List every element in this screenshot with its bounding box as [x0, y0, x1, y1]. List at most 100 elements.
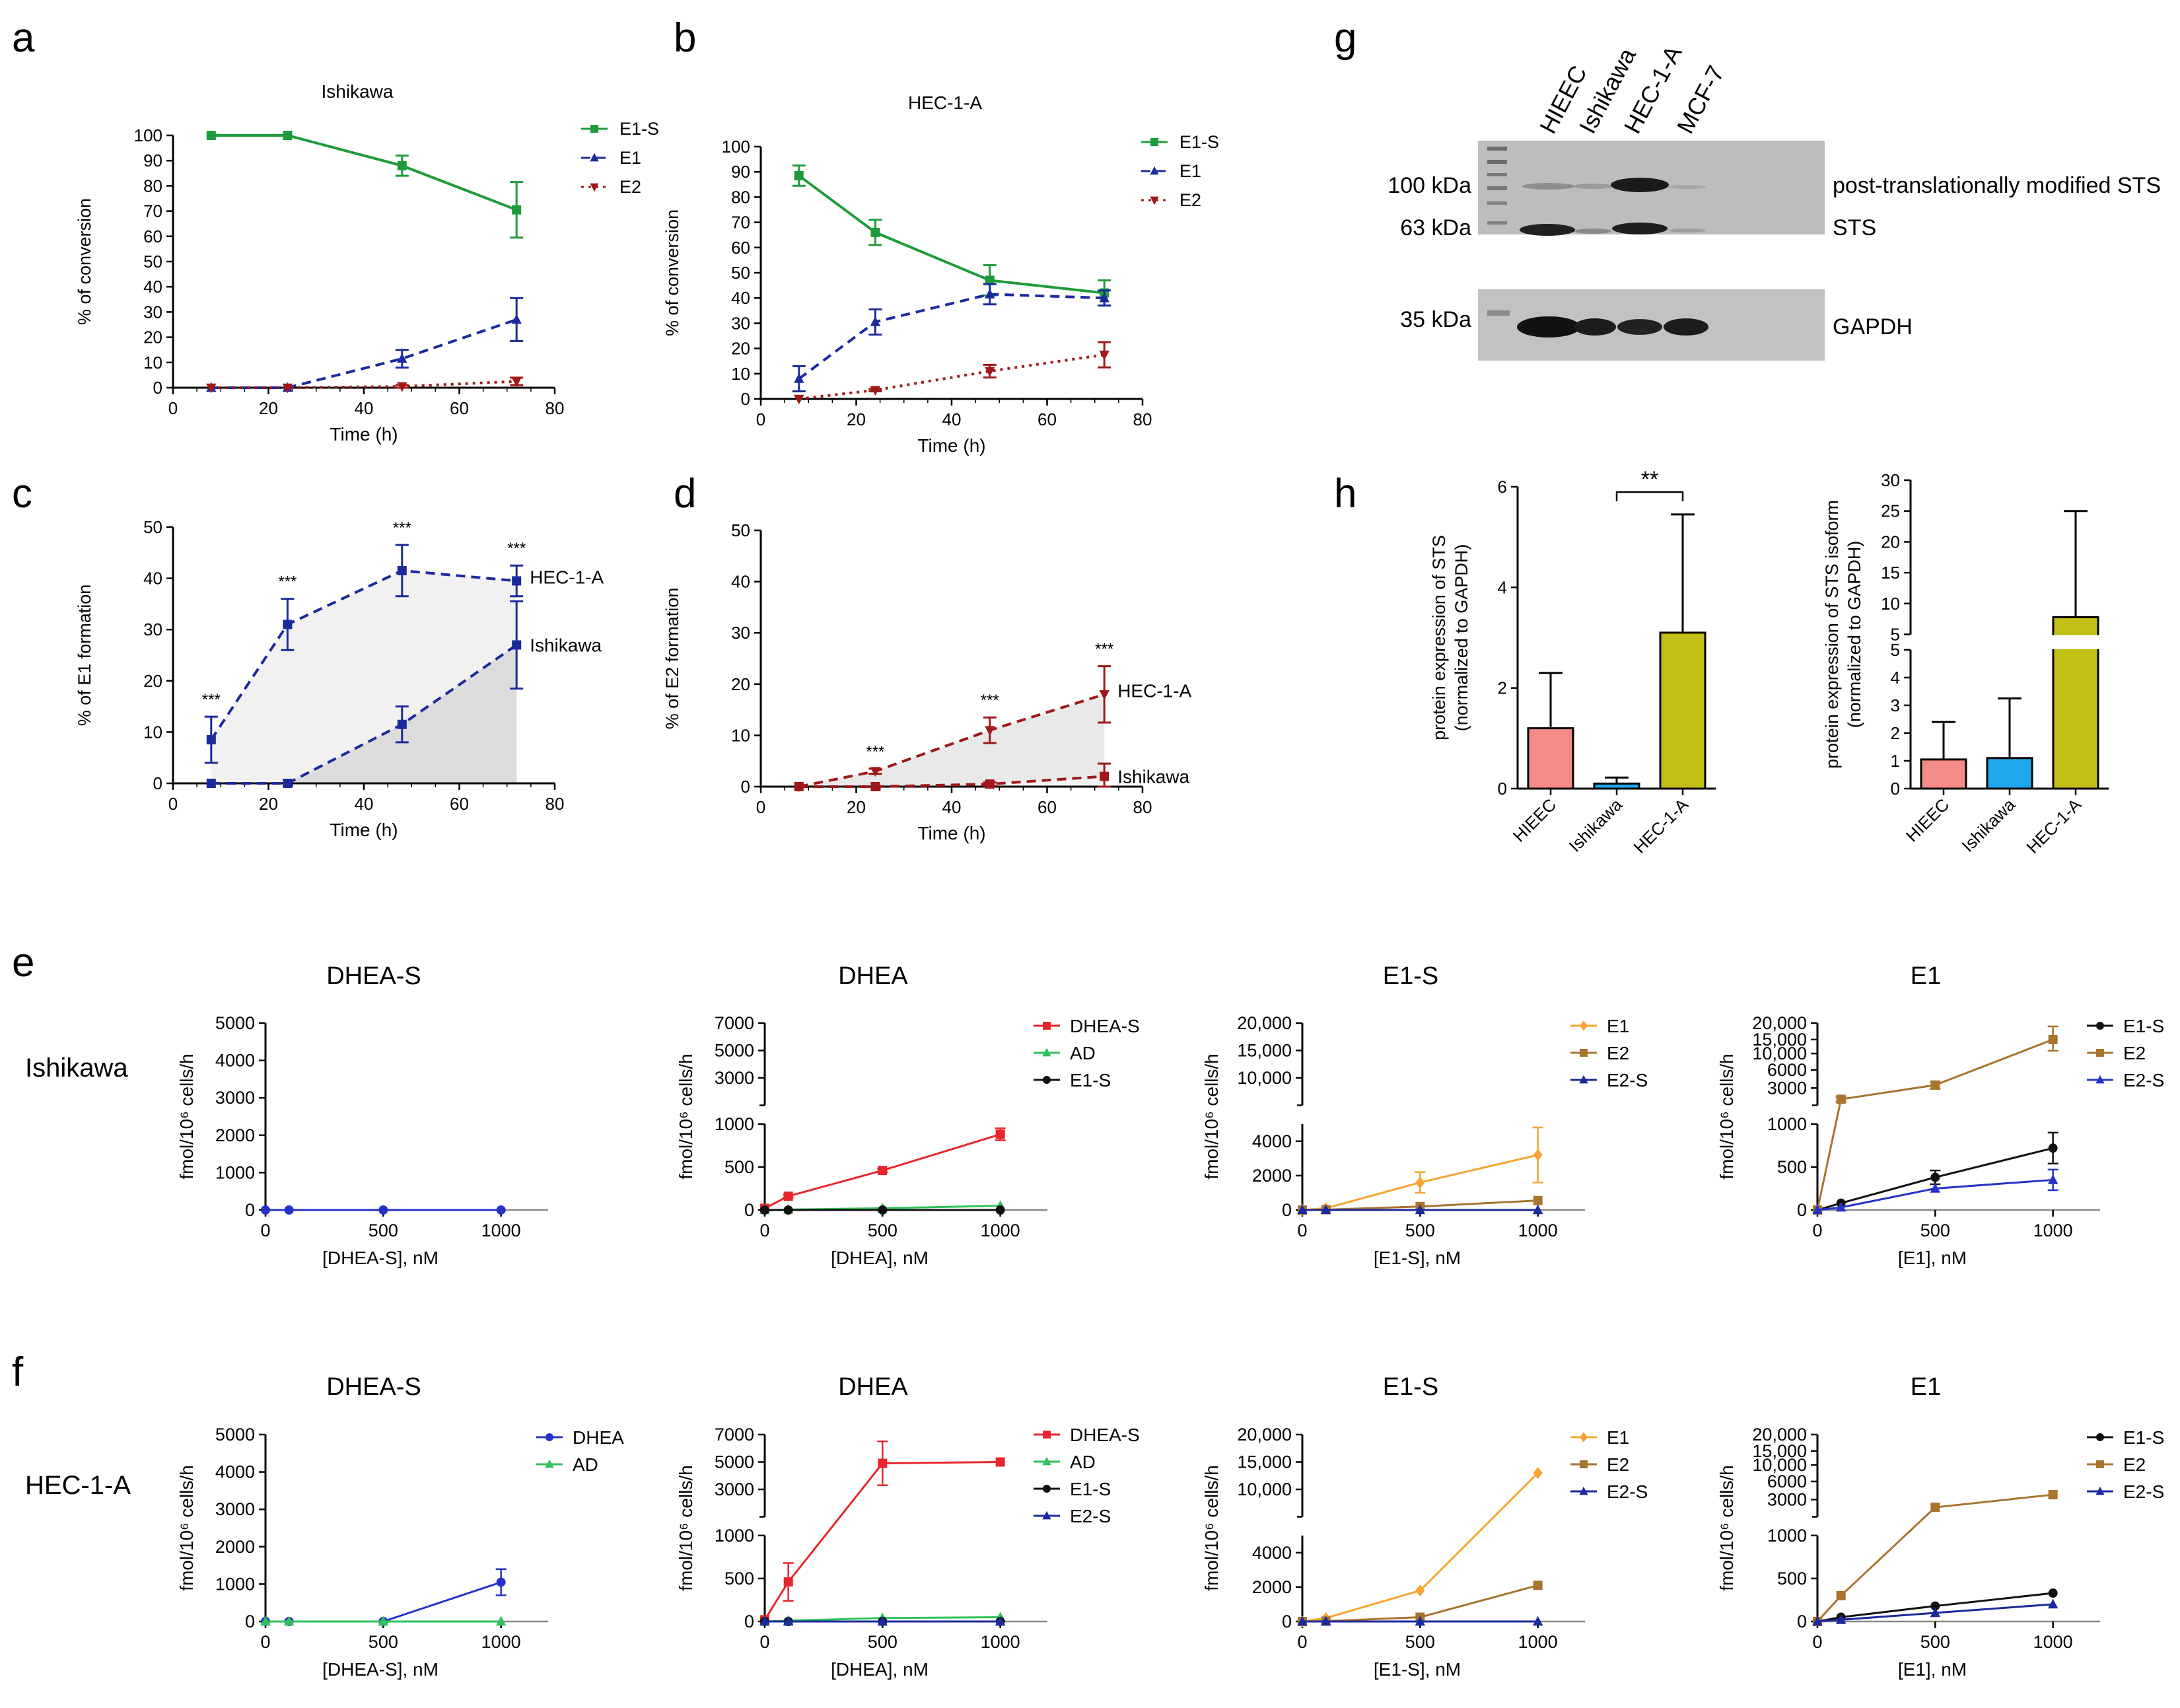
y-tick-label: 1000 [215, 1162, 255, 1182]
legend-label: E2 [2123, 1043, 2146, 1063]
chart-h1: 0 2 4 6 HIEEC Ishikawa HEC-1-A protein expressi… [1429, 467, 1716, 857]
significance-bracket [1615, 491, 1684, 501]
row-label-ishikawa: Ishikawa [25, 1053, 128, 1083]
chart-e3: 0 2000 4000 10,000 15,000 20,000 0 500 1000 [E1-S… [1201, 962, 1648, 1268]
data-point [1533, 1149, 1543, 1161]
y-tick-label: 20,000 [1752, 1425, 1807, 1444]
y-axis-label: fmol/10⁶ cells/h [676, 1053, 696, 1180]
series-line-0 [1817, 1147, 2054, 1211]
x-tick-label: 0 [759, 1632, 769, 1652]
legend-marker [1043, 1022, 1051, 1030]
series-line-0 [798, 174, 1105, 295]
chart-title: E1-S [1383, 1373, 1438, 1401]
legend-marker [545, 1433, 553, 1441]
legend-marker [1579, 1075, 1588, 1084]
legend-marker [1042, 1048, 1051, 1057]
y-tick-label: 2000 [1252, 1577, 1292, 1597]
legend-marker [1580, 1432, 1588, 1442]
y-tick-label: 0 [1891, 779, 1900, 799]
y-tick-label: 7000 [715, 1425, 754, 1444]
x-tick-label: 20 [259, 794, 278, 814]
data-point [1930, 1607, 1941, 1618]
y-tick-label: 0 [245, 1612, 255, 1631]
legend-label: E1-S [619, 119, 659, 139]
legend-label: E1 [1607, 1427, 1629, 1448]
y-tick-label: 80 [731, 187, 750, 207]
y-tick-label: 2000 [1252, 1166, 1292, 1186]
data-point [2048, 1490, 2058, 1500]
legend-label: E2-S [1070, 1506, 1111, 1526]
data-point [1320, 1204, 1331, 1215]
chart-h2: 0 1 2 3 4 55 10 15 20 25 30 HIEEC Ishikawa HEC-1-A pro… [1822, 470, 2109, 857]
data-point [496, 1205, 506, 1215]
y-tick-label: 10,000 [1752, 1044, 1807, 1063]
data-point [512, 205, 522, 215]
x-tick-label: 0 [759, 1221, 769, 1240]
y-tick-label: 10 [731, 725, 750, 745]
legend-label: E2 [1607, 1454, 1629, 1475]
y-axis-label: fmol/10⁶ cells/h [676, 1465, 696, 1591]
data-point [1836, 1094, 1846, 1104]
y-tick-label: 0 [245, 1200, 255, 1220]
y-axis-label: % of E1 formation [75, 585, 94, 727]
data-point [378, 1205, 388, 1215]
data-point [2048, 1588, 2058, 1598]
y-tick-label: 5 [1891, 640, 1900, 660]
western-blot: HIEEC Ishikawa HEC-1-A MCF-7 100 kDa 63 … [1388, 41, 2161, 361]
data-point [1930, 1080, 1940, 1090]
axis-break-gap [2051, 635, 2101, 649]
legend-marker [1043, 1485, 1051, 1493]
y-tick-label: 70 [143, 201, 162, 221]
series-line-1 [798, 293, 1105, 380]
significance-marker: *** [278, 573, 297, 591]
y-tick-label: 50 [143, 252, 162, 271]
data-point [511, 314, 522, 324]
band-sts-ishikawa [1574, 229, 1611, 234]
x-tick-label: 40 [942, 797, 962, 817]
y-tick-label: 40 [731, 288, 750, 308]
chart-d: 0 10 20 30 40 50 0 20 40 60 80 Time (h) % of E2 form… [662, 520, 1192, 843]
blot-ladder [1487, 147, 1510, 316]
data-point [1835, 1201, 1846, 1212]
band-gapdh-hec1a [1617, 319, 1662, 335]
y-tick-label: 20,000 [1237, 1425, 1292, 1444]
legend-marker [590, 125, 598, 133]
y-tick-label: 2000 [215, 1125, 255, 1145]
y-tick-label: 3000 [715, 1068, 754, 1088]
chart-a: 0 10 20 30 40 50 60 70 80 90 100 0 20 40 60 80 Time (h)%… [75, 81, 659, 445]
x-tick-label: 80 [545, 398, 565, 418]
data-point [1533, 1195, 1543, 1205]
data-point [995, 1205, 1005, 1215]
data-point [783, 1577, 793, 1587]
y-tick-label: 20 [731, 339, 750, 359]
chart-c: 0 10 20 30 40 50 0 20 40 60 80 Time (h) % of E1 form… [75, 517, 604, 840]
y-tick-label: 20,000 [1752, 1013, 1807, 1033]
significance-marker: ** [1641, 467, 1658, 492]
data-point [794, 373, 804, 383]
y-tick-label: 3000 [715, 1479, 754, 1499]
legend-marker [1579, 1486, 1588, 1495]
y-tick-label: 500 [1777, 1157, 1807, 1177]
y-tick-label: 0 [1498, 779, 1507, 799]
y-tick-label: 2 [1498, 678, 1507, 698]
panel-letter-e: e [12, 940, 34, 985]
y-tick-label: 15 [1881, 563, 1900, 583]
y-tick-label: 4 [1891, 668, 1900, 688]
legend-marker [545, 1459, 554, 1468]
legend-label: E2-S [1607, 1481, 1648, 1502]
y-tick-label: 0 [153, 378, 162, 398]
chart-b: 0 10 20 30 40 50 60 70 80 90 100 0 20 40 60 80 Time (h)%… [662, 92, 1219, 456]
legend-marker [1042, 1511, 1051, 1520]
data-point [2047, 1598, 2058, 1609]
chart-f2: 0 500 1000 3000 5000 7000 0 500 1000 [DHEA], nM fm… [676, 1373, 1140, 1680]
x-tick-label: 0 [260, 1221, 270, 1240]
data-point [397, 719, 407, 729]
y-axis-label-line1: protein expression of STS isoform [1822, 500, 1842, 769]
marker-100kda: 100 kDa [1388, 173, 1471, 198]
data-point [878, 1205, 888, 1215]
band-gapdh-mcf7 [1664, 318, 1708, 336]
x-tick-label: 40 [942, 409, 962, 429]
y-tick-label: 15,000 [1237, 1452, 1292, 1472]
data-point [985, 289, 995, 299]
